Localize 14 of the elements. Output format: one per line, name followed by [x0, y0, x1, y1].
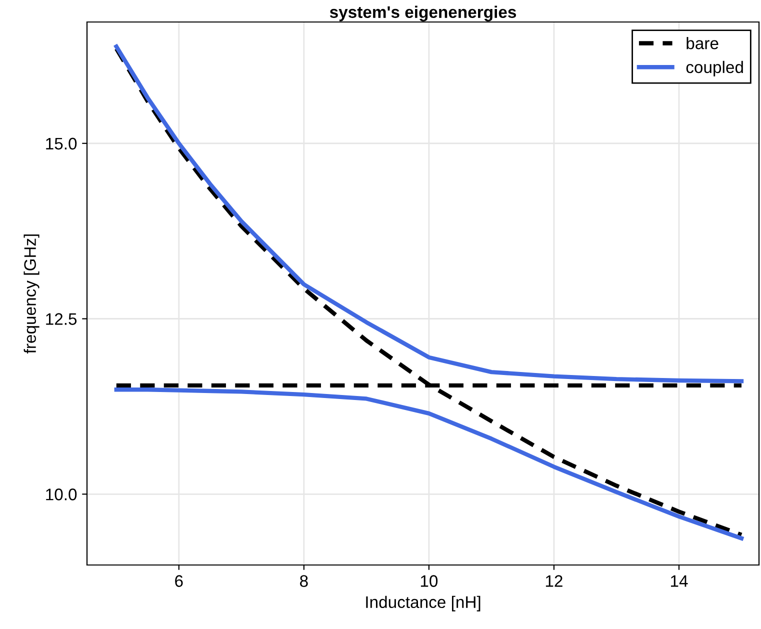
x-tick-label: 14	[670, 575, 688, 587]
x-tick-label: 6	[175, 575, 183, 587]
legend-label: coupled	[686, 60, 743, 76]
x-axis-title: Inductance [nH]	[366, 596, 480, 612]
y-tick-label: 15.0	[46, 138, 77, 150]
x-tick-label: 12	[546, 575, 562, 587]
chart-title: system's eigenenergies	[330, 6, 516, 22]
y-tick-label: 12.5	[46, 313, 77, 325]
x-tick-label: 8	[300, 575, 308, 587]
y-axis-title: frequency [GHz]	[24, 234, 40, 354]
x-tick-label: 10	[420, 575, 438, 587]
line-series	[114, 388, 744, 540]
legend-label: bare	[686, 37, 718, 50]
y-tick-label: 10.0	[46, 488, 77, 500]
